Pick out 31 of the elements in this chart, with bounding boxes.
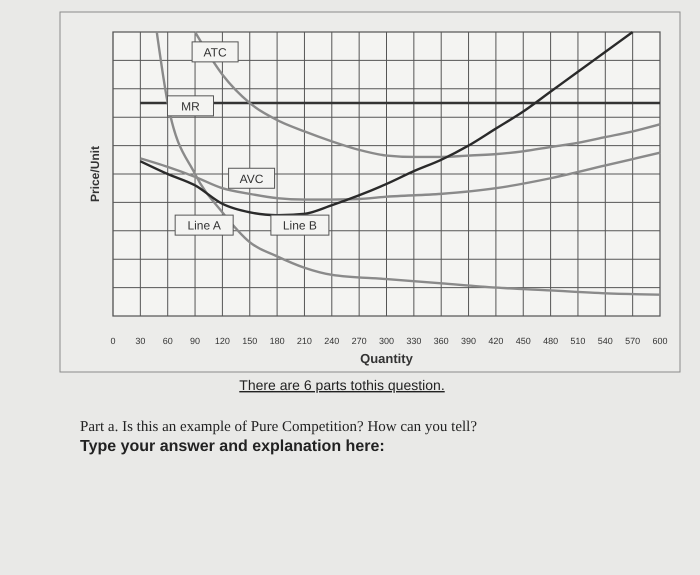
- x-tick-label: 90: [190, 336, 200, 346]
- series-label: Line A: [187, 218, 221, 233]
- text: Type your answer and explanation here:: [80, 438, 385, 455]
- series-label: MR: [181, 99, 200, 114]
- series-label: ATC: [204, 45, 227, 60]
- x-tick-label: 60: [162, 336, 173, 346]
- x-tick-label: 180: [270, 336, 285, 346]
- x-tick-label: 240: [324, 336, 340, 346]
- x-tick-label: 540: [598, 336, 613, 346]
- y-axis-title: Price/Unit: [88, 146, 102, 202]
- x-tick-label: 480: [543, 336, 558, 346]
- x-tick-label: 360: [434, 336, 449, 346]
- x-tick-label: 450: [516, 336, 531, 346]
- x-tick-label: 420: [488, 336, 504, 346]
- x-tick-label: 120: [214, 336, 230, 346]
- x-tick-label: 390: [461, 336, 476, 346]
- x-tick-label: 300: [378, 336, 394, 346]
- x-tick-label: 150: [242, 336, 258, 346]
- x-tick-label: 570: [625, 336, 640, 346]
- x-axis-title: Quantity: [360, 351, 414, 366]
- x-tick-label: 330: [406, 336, 422, 346]
- series-label: AVC: [240, 172, 264, 186]
- text: There are 6 parts tothis question.: [239, 377, 445, 393]
- x-tick-label: 600: [652, 336, 668, 346]
- text: Part a. Is this an example of Pure Competition? How can you tell?: [80, 419, 478, 435]
- series-label: Line B: [282, 218, 317, 233]
- x-tick-label: 270: [352, 336, 367, 346]
- x-tick-label: 510: [570, 336, 586, 346]
- x-tick-label: 0: [110, 336, 116, 346]
- x-tick-label: 30: [135, 336, 146, 346]
- x-tick-label: 210: [296, 336, 312, 346]
